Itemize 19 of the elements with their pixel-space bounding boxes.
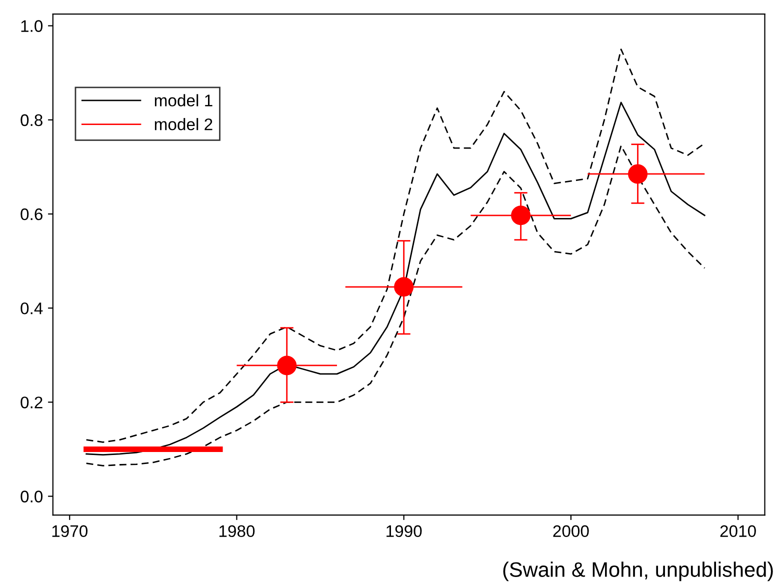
x-tick-label: 2010 — [720, 525, 756, 538]
y-tick-label: 0.6 — [20, 208, 42, 220]
text: (Swain & Mohn, unpublished) — [503, 562, 773, 582]
x-tick-label: 2000 — [553, 525, 589, 538]
x-tick-label: 1990 — [386, 525, 422, 538]
y-tick-label: 0.8 — [20, 114, 42, 126]
point — [511, 206, 531, 226]
point — [628, 164, 648, 184]
legend-label: model 1 — [154, 94, 212, 106]
y-tick-label: 0.4 — [20, 302, 43, 314]
y-tick-label: 0.2 — [20, 396, 42, 408]
x-tick-label: 1970 — [52, 525, 88, 538]
y-tick-label: 1.0 — [21, 20, 43, 32]
point — [277, 356, 297, 376]
x-tick-label: 1980 — [219, 525, 255, 538]
y-tick-label: 0.0 — [20, 490, 43, 502]
line-series — [86, 48, 706, 443]
legend-label: model 2 — [154, 118, 212, 130]
point — [394, 277, 414, 297]
